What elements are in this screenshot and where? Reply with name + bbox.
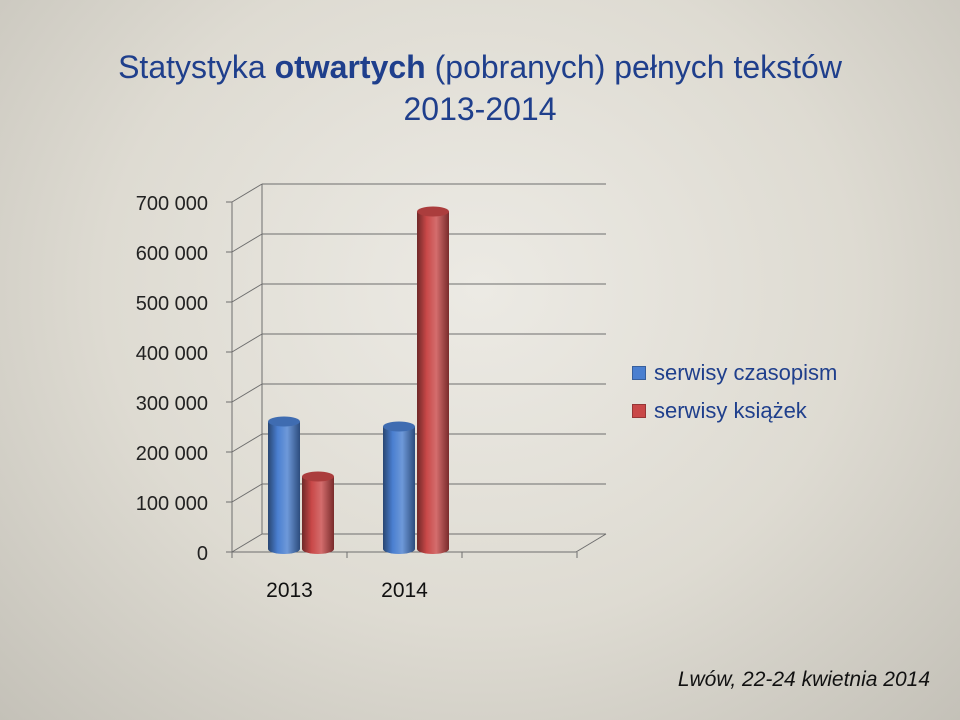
legend-swatch-czasopism bbox=[632, 366, 646, 380]
bar-top bbox=[268, 416, 300, 427]
y-tick-label: 300 000 bbox=[136, 393, 208, 415]
side-gridline bbox=[231, 333, 263, 353]
floor-right-edge bbox=[575, 533, 607, 553]
side-gridline bbox=[231, 433, 263, 453]
side-gridline bbox=[231, 483, 263, 503]
legend-label-czasopism: serwisy czasopism bbox=[654, 360, 838, 385]
x-tick-label: 2014 bbox=[381, 579, 428, 602]
y-tick-label: 0 bbox=[197, 543, 208, 565]
bar-top bbox=[302, 471, 334, 482]
chart-title: Statystyka otwartych (pobranych) pełnych… bbox=[0, 46, 960, 130]
title-line-2: 2013-2014 bbox=[403, 91, 557, 127]
bar-body bbox=[302, 476, 334, 554]
legend: serwisy czasopism serwisy książek bbox=[632, 354, 837, 430]
bar-2014-czasopism bbox=[383, 421, 415, 554]
side-gridline bbox=[231, 183, 263, 203]
y-tick-label: 400 000 bbox=[136, 343, 208, 365]
title-prefix: Statystyka bbox=[118, 49, 275, 85]
title-line-1: Statystyka otwartych (pobranych) pełnych… bbox=[0, 46, 960, 88]
bar-body bbox=[383, 426, 415, 554]
legend-swatch-ksiazek bbox=[632, 404, 646, 418]
bar-top bbox=[417, 206, 449, 217]
bar-body bbox=[417, 211, 449, 554]
side-gridline bbox=[231, 383, 263, 403]
y-tick-label: 600 000 bbox=[136, 243, 208, 265]
side-gridline bbox=[231, 533, 263, 553]
footer-event-info: Lwów, 22-24 kwietnia 2014 bbox=[677, 668, 930, 691]
bar-top bbox=[383, 421, 415, 432]
bar-body bbox=[268, 421, 300, 554]
y-tick-label: 500 000 bbox=[136, 293, 208, 315]
x-tick-label: 2013 bbox=[266, 579, 313, 602]
y-tick-label: 100 000 bbox=[136, 493, 208, 515]
bar-2013-ksiazek bbox=[302, 471, 334, 554]
bar-2013-czasopism bbox=[268, 416, 300, 554]
legend-item-czasopism: serwisy czasopism bbox=[632, 354, 837, 392]
title-bold-word: otwartych bbox=[274, 49, 426, 85]
legend-item-ksiazek: serwisy książek bbox=[632, 392, 837, 430]
title-suffix: (pobranych) pełnych tekstów bbox=[425, 49, 842, 85]
side-gridline bbox=[231, 233, 263, 253]
side-gridline bbox=[231, 283, 263, 303]
y-tick-label: 200 000 bbox=[136, 443, 208, 465]
legend-label-ksiazek: serwisy książek bbox=[654, 398, 807, 423]
y-tick-label: 700 000 bbox=[136, 193, 208, 215]
bar-2014-ksiazek bbox=[417, 206, 449, 554]
